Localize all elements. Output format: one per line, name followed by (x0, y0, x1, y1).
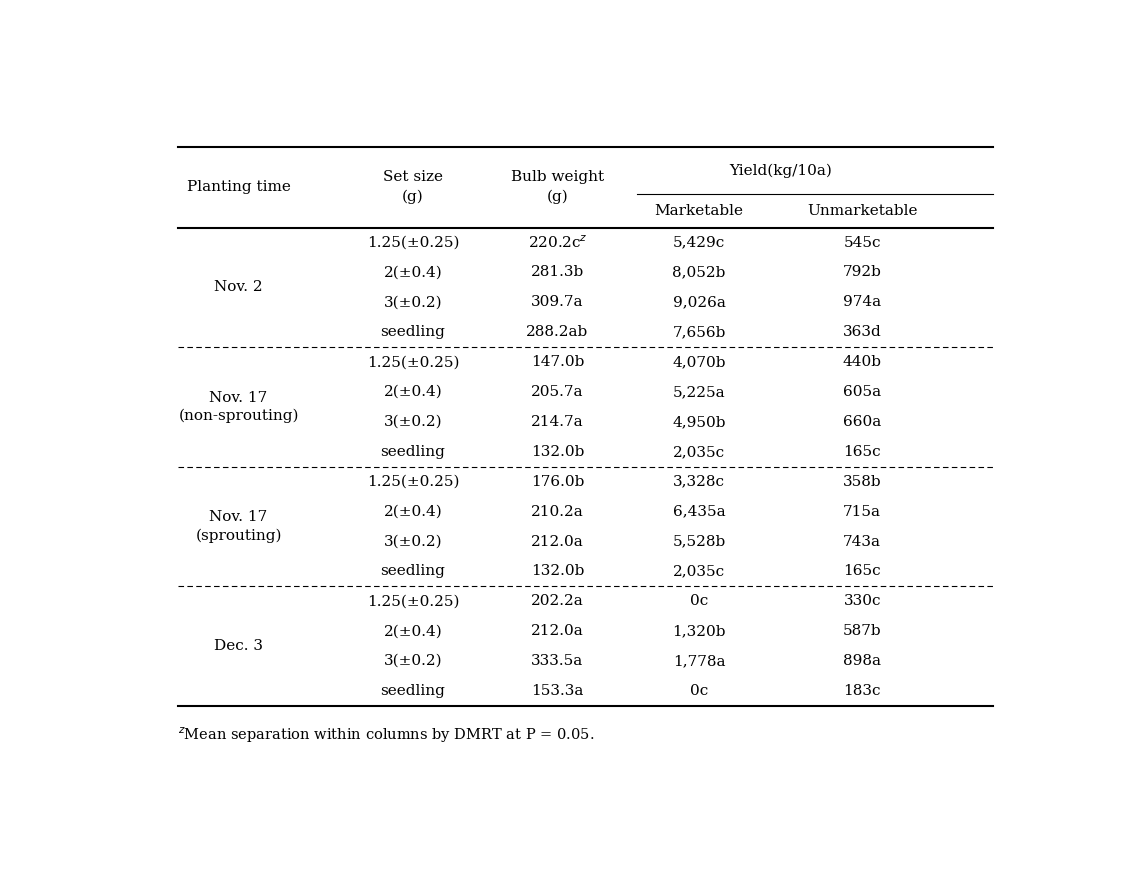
Text: 147.0b: 147.0b (530, 355, 584, 369)
Text: 1,320b: 1,320b (672, 624, 726, 638)
Text: 210.2a: 210.2a (531, 505, 584, 519)
Text: Nov. 17
(non-sprouting): Nov. 17 (non-sprouting) (178, 390, 298, 424)
Text: Nov. 17
(sprouting): Nov. 17 (sprouting) (195, 510, 282, 543)
Text: 2(±0.4): 2(±0.4) (384, 385, 442, 399)
Text: 715a: 715a (844, 505, 881, 519)
Text: 3,328c: 3,328c (673, 475, 725, 489)
Text: 3(±0.2): 3(±0.2) (384, 296, 442, 310)
Text: 743a: 743a (844, 535, 881, 549)
Text: 1.25(±0.25): 1.25(±0.25) (367, 594, 459, 608)
Text: 212.0a: 212.0a (531, 624, 584, 638)
Text: 440b: 440b (842, 355, 881, 369)
Text: Yield(kg/10a): Yield(kg/10a) (729, 163, 832, 178)
Text: 363d: 363d (842, 326, 881, 340)
Text: 1.25(±0.25): 1.25(±0.25) (367, 475, 459, 489)
Text: 545c: 545c (844, 235, 881, 249)
Text: 153.3a: 153.3a (531, 684, 584, 698)
Text: seedling: seedling (381, 444, 446, 458)
Text: Marketable: Marketable (655, 204, 744, 218)
Text: 0c: 0c (690, 594, 709, 608)
Text: 1.25(±0.25): 1.25(±0.25) (367, 355, 459, 369)
Text: seedling: seedling (381, 564, 446, 578)
Text: 214.7a: 214.7a (531, 415, 584, 429)
Text: 0c: 0c (690, 684, 709, 698)
Text: 220.2c$^{z}$: 220.2c$^{z}$ (528, 234, 588, 251)
Text: 2,035c: 2,035c (673, 444, 726, 458)
Text: Dec. 3: Dec. 3 (214, 640, 263, 654)
Text: 165c: 165c (844, 444, 881, 458)
Text: Set size
(g): Set size (g) (383, 170, 443, 204)
Text: 132.0b: 132.0b (530, 564, 584, 578)
Text: $^{z}$Mean separation within columns by DMRT at P = 0.05.: $^{z}$Mean separation within columns by … (178, 725, 594, 745)
Text: 288.2ab: 288.2ab (526, 326, 589, 340)
Text: 212.0a: 212.0a (531, 535, 584, 549)
Text: 4,070b: 4,070b (672, 355, 726, 369)
Text: 6,435a: 6,435a (673, 505, 726, 519)
Text: Unmarketable: Unmarketable (807, 204, 918, 218)
Text: 132.0b: 132.0b (530, 444, 584, 458)
Text: 3(±0.2): 3(±0.2) (384, 535, 442, 549)
Text: 7,656b: 7,656b (672, 326, 726, 340)
Text: 587b: 587b (842, 624, 881, 638)
Text: 2(±0.4): 2(±0.4) (384, 624, 442, 638)
Text: 183c: 183c (844, 684, 881, 698)
Text: 330c: 330c (844, 594, 881, 608)
Text: 3(±0.2): 3(±0.2) (384, 415, 442, 429)
Text: 4,950b: 4,950b (672, 415, 726, 429)
Text: 974a: 974a (844, 296, 881, 310)
Text: 9,026a: 9,026a (673, 296, 726, 310)
Text: seedling: seedling (381, 326, 446, 340)
Text: 2(±0.4): 2(±0.4) (384, 265, 442, 279)
Text: seedling: seedling (381, 684, 446, 698)
Text: 1.25(±0.25): 1.25(±0.25) (367, 235, 459, 249)
Text: 176.0b: 176.0b (530, 475, 584, 489)
Text: 309.7a: 309.7a (531, 296, 584, 310)
Text: 165c: 165c (844, 564, 881, 578)
Text: 5,225a: 5,225a (673, 385, 726, 399)
Text: 5,528b: 5,528b (672, 535, 726, 549)
Text: 2(±0.4): 2(±0.4) (384, 505, 442, 519)
Text: 5,429c: 5,429c (673, 235, 726, 249)
Text: 358b: 358b (842, 475, 881, 489)
Text: 3(±0.2): 3(±0.2) (384, 654, 442, 668)
Text: Bulb weight
(g): Bulb weight (g) (511, 170, 604, 204)
Text: 205.7a: 205.7a (531, 385, 584, 399)
Text: 2,035c: 2,035c (673, 564, 726, 578)
Text: Nov. 2: Nov. 2 (214, 280, 263, 294)
Text: 898a: 898a (844, 654, 881, 668)
Text: 202.2a: 202.2a (531, 594, 584, 608)
Text: 792b: 792b (842, 265, 881, 279)
Text: 8,052b: 8,052b (672, 265, 726, 279)
Text: Planting time: Planting time (186, 180, 290, 194)
Text: 281.3b: 281.3b (530, 265, 584, 279)
Text: 660a: 660a (844, 415, 881, 429)
Text: 333.5a: 333.5a (531, 654, 584, 668)
Text: 1,778a: 1,778a (673, 654, 726, 668)
Text: 605a: 605a (844, 385, 881, 399)
